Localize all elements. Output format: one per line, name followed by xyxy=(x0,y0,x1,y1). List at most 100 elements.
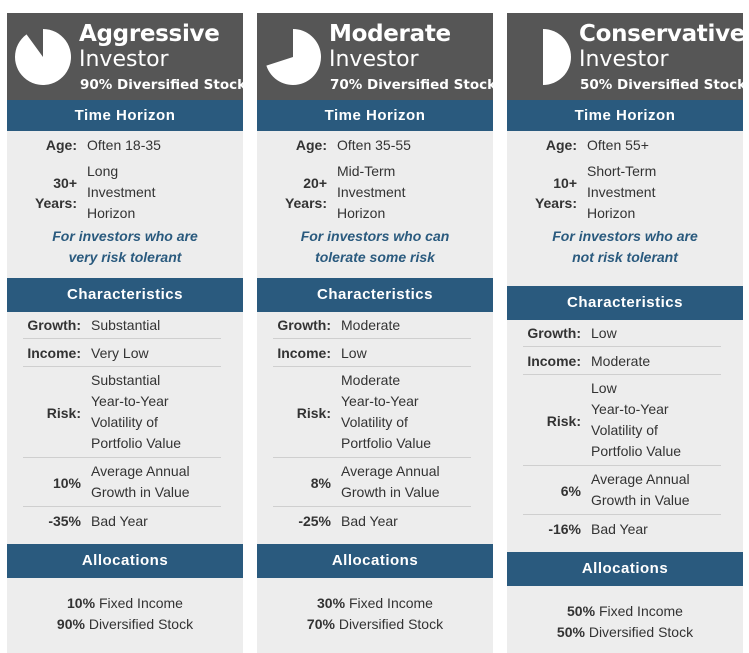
pie-stock-slice xyxy=(266,29,322,85)
divider xyxy=(273,338,471,339)
income-label: Income: xyxy=(527,353,581,369)
note-line: tolerate some risk xyxy=(315,249,435,265)
risk-label: Risk: xyxy=(296,405,331,421)
characteristics-header: Characteristics xyxy=(507,286,743,320)
avg-growth-text: Average Annual Growth in Value xyxy=(341,461,440,503)
pie-chart-icon xyxy=(543,29,571,85)
allocation-fixed-income: 30% Fixed Income xyxy=(257,595,493,611)
alloc-label: Fixed Income xyxy=(98,595,183,611)
avg-growth-pct: 6% xyxy=(560,483,581,499)
divider xyxy=(523,374,721,375)
note-line: For investors who are xyxy=(52,228,198,244)
horizon-line: Investment xyxy=(337,184,406,200)
income-value: Very Low xyxy=(91,345,149,361)
investor-card-conservative: Conservative Investor 50% Diversified St… xyxy=(507,13,747,653)
card-header: Aggressive Investor 90% Diversified Stoc… xyxy=(7,13,247,100)
divider xyxy=(273,366,471,367)
card-title-line2: Investor xyxy=(79,47,169,72)
years-number: 20+ xyxy=(303,175,327,191)
note-line: not risk tolerant xyxy=(572,249,678,265)
avg-growth-text: Average Annual Growth in Value xyxy=(591,469,690,511)
pie-chart-icon xyxy=(15,29,72,85)
growth-value: Low xyxy=(591,325,617,341)
allocation-fixed-income: 10% Fixed Income xyxy=(7,595,243,611)
horizon-text: Long Investment Horizon xyxy=(87,161,155,224)
risk-label: Risk: xyxy=(46,405,81,421)
card-title-line2: Investor xyxy=(329,47,419,72)
time-horizon-header: Time Horizon xyxy=(7,100,243,131)
risk-line: Year-to-Year xyxy=(91,393,169,409)
card-subtitle: 50% Diversified Stock xyxy=(580,77,747,93)
alloc-label: Diversified Stock xyxy=(338,616,444,632)
pie-stock-slice xyxy=(543,29,571,85)
divider xyxy=(273,457,471,458)
pie-chart-icon xyxy=(266,29,322,85)
note-line: very risk tolerant xyxy=(68,249,182,265)
risk-text: Substantial Year-to-Year Volatility of P… xyxy=(91,370,181,454)
income-value: Low xyxy=(341,345,367,361)
age-label: Age: xyxy=(295,137,327,153)
growth-value: Substantial xyxy=(91,317,161,333)
divider xyxy=(523,465,721,466)
risk-line: Low xyxy=(591,380,617,396)
alloc-pct: 50% xyxy=(567,603,596,619)
risk-text: Low Year-to-Year Volatility of Portfolio… xyxy=(591,378,681,462)
alloc-label: Diversified Stock xyxy=(588,624,694,640)
allocation-stock: 50% Diversified Stock xyxy=(507,624,743,640)
allocation-stock: 90% Diversified Stock xyxy=(7,616,243,632)
risk-tolerance-note: For investors who can tolerate some risk xyxy=(257,226,493,268)
divider xyxy=(23,506,221,507)
horizon-line: Horizon xyxy=(87,205,136,221)
avg-growth-text: Average Annual Growth in Value xyxy=(91,461,190,503)
age-value: Often 35-55 xyxy=(337,137,411,153)
risk-line: Substantial xyxy=(91,372,161,388)
divider xyxy=(23,457,221,458)
card-header: Conservative Investor 50% Diversified St… xyxy=(507,13,747,100)
alloc-pct: 10% xyxy=(67,595,96,611)
avg-line: Growth in Value xyxy=(91,484,190,500)
age-label: Age: xyxy=(545,137,577,153)
card-title-line2: Investor xyxy=(579,47,669,72)
card-header: Moderate Investor 70% Diversified Stock xyxy=(257,13,497,100)
horizon-line: Investment xyxy=(87,184,156,200)
risk-line: Portfolio Value xyxy=(591,443,682,459)
risk-line: Year-to-Year xyxy=(341,393,419,409)
bad-year-label: Bad Year xyxy=(341,513,398,529)
alloc-label: Diversified Stock xyxy=(88,616,194,632)
card-subtitle: 70% Diversified Stock xyxy=(330,77,497,93)
card-title: Moderate xyxy=(329,21,451,47)
alloc-label: Fixed Income xyxy=(348,595,433,611)
risk-line: Year-to-Year xyxy=(591,401,669,417)
characteristics-header: Characteristics xyxy=(257,278,493,312)
growth-label: Growth: xyxy=(527,325,581,341)
allocations-header: Allocations xyxy=(257,544,493,578)
income-label: Income: xyxy=(27,345,81,361)
avg-growth-pct: 8% xyxy=(310,475,331,491)
card-subtitle: 90% Diversified Stock xyxy=(80,77,247,93)
note-line: For investors who can xyxy=(300,228,450,244)
growth-value: Moderate xyxy=(341,317,401,333)
income-label: Income: xyxy=(277,345,331,361)
age-value: Often 18-35 xyxy=(87,137,161,153)
avg-line: Growth in Value xyxy=(591,492,690,508)
risk-tolerance-note: For investors who are very risk tolerant xyxy=(7,226,243,268)
horizon-line: Mid-Term xyxy=(337,163,396,179)
years-label: Years: xyxy=(534,195,577,211)
growth-label: Growth: xyxy=(277,317,331,333)
allocation-fixed-income: 50% Fixed Income xyxy=(507,603,743,619)
alloc-pct: 30% xyxy=(317,595,346,611)
years-number: 10+ xyxy=(553,175,577,191)
bad-year-pct: -16% xyxy=(548,521,581,537)
risk-line: Volatility of xyxy=(91,414,158,430)
avg-growth-pct: 10% xyxy=(52,475,81,491)
card-title: Aggressive xyxy=(79,21,220,47)
bad-year-label: Bad Year xyxy=(591,521,648,537)
alloc-pct: 50% xyxy=(556,624,585,640)
horizon-line: Investment xyxy=(587,184,656,200)
divider xyxy=(23,366,221,367)
allocations-header: Allocations xyxy=(507,552,743,586)
horizon-line: Long xyxy=(87,163,119,179)
bad-year-pct: -35% xyxy=(48,513,81,529)
alloc-label: Fixed Income xyxy=(598,603,683,619)
divider xyxy=(273,506,471,507)
